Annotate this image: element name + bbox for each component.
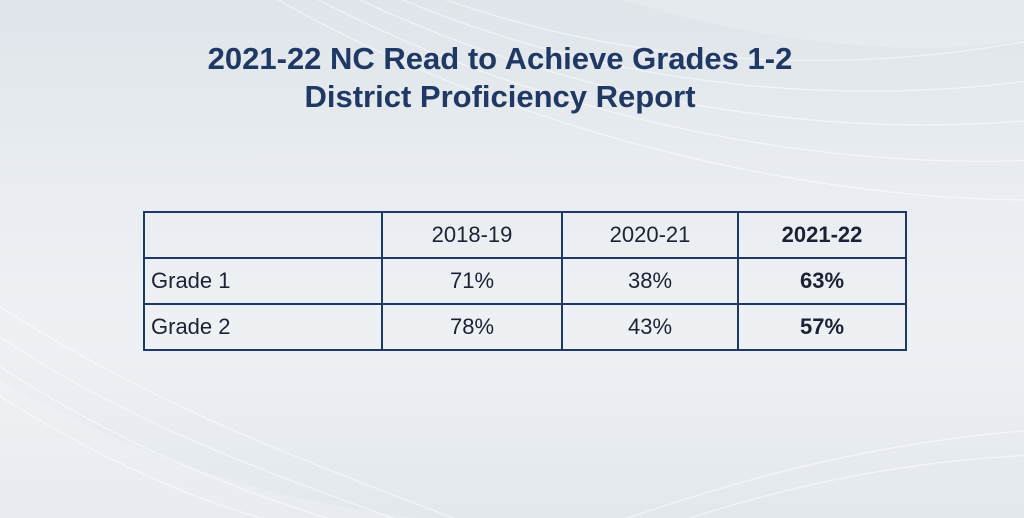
table-cell: 43% (561, 303, 739, 351)
table-row: Grade 1 71% 38% 63% (143, 257, 907, 305)
title-line-1: 2021-22 NC Read to Achieve Grades 1-2 (207, 41, 793, 76)
row-label-grade-1: Grade 1 (143, 257, 383, 305)
row-label-grade-2: Grade 2 (143, 303, 383, 351)
proficiency-table: 2018-19 2020-21 2021-22 Grade 1 71% 38% … (143, 211, 907, 351)
page-title: 2021-22 NC Read to Achieve Grades 1-2 Di… (0, 40, 1000, 116)
column-header-2021-22: 2021-22 (737, 211, 907, 259)
table-cell: 38% (561, 257, 739, 305)
table-cell-emphasized: 57% (737, 303, 907, 351)
table-cell: 71% (381, 257, 563, 305)
corner-cell (143, 211, 383, 259)
column-header-2020-21: 2020-21 (561, 211, 739, 259)
title-line-2: District Proficiency Report (304, 79, 696, 114)
table-header-row: 2018-19 2020-21 2021-22 (143, 211, 907, 259)
table-row: Grade 2 78% 43% 57% (143, 303, 907, 351)
table-cell: 78% (381, 303, 563, 351)
column-header-2018-19: 2018-19 (381, 211, 563, 259)
table-cell-emphasized: 63% (737, 257, 907, 305)
